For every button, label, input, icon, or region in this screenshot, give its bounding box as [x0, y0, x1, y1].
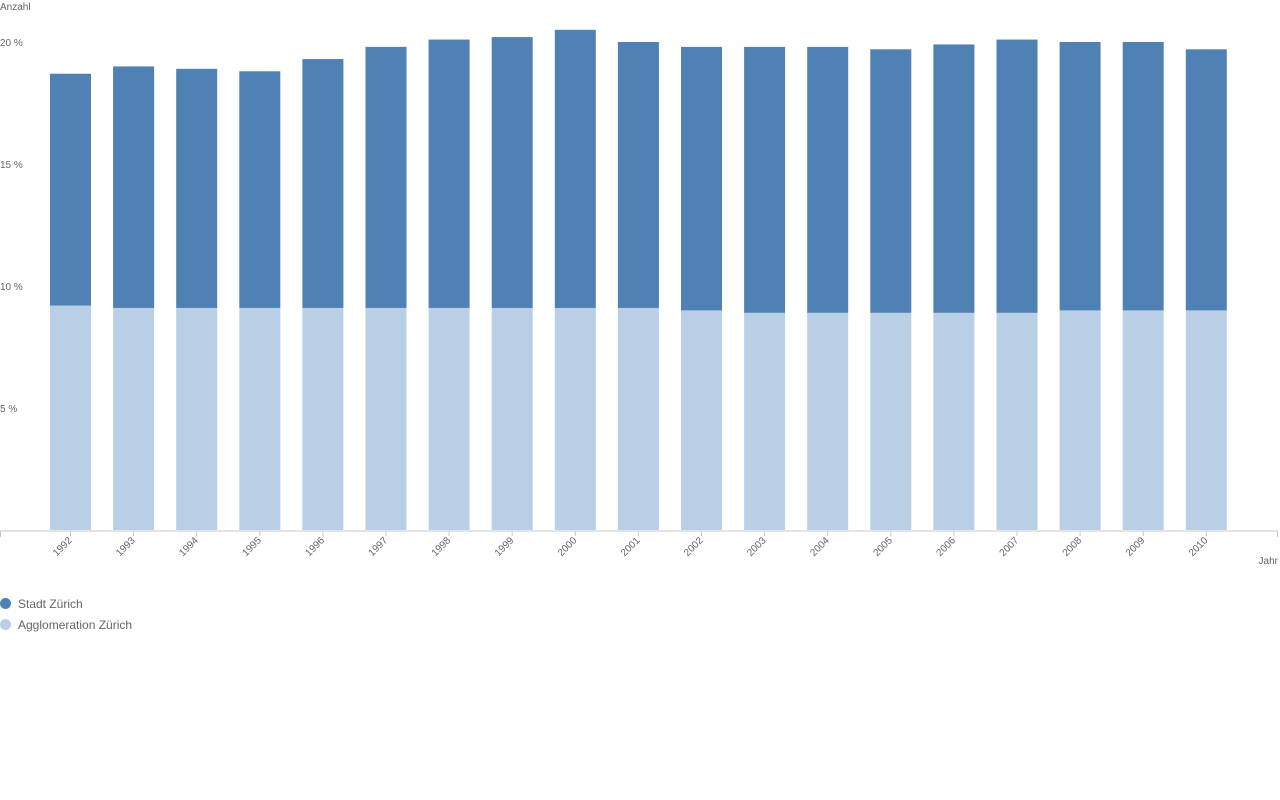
bar-segment-agglomeration[interactable] — [239, 307, 281, 530]
bar-segment-agglomeration[interactable] — [176, 307, 218, 530]
x-tick-label: 2002 — [682, 535, 706, 559]
bar-segment-agglomeration[interactable] — [1059, 310, 1101, 530]
legend: Stadt Zürich Agglomeration Zürich — [0, 593, 132, 635]
x-tick-label: 2006 — [935, 535, 959, 559]
bar-segment-stadt[interactable] — [617, 42, 659, 308]
legend-label-agglomeration: Agglomeration Zürich — [18, 617, 133, 632]
x-tick-label: 2007 — [998, 535, 1022, 559]
x-tick-label: 2001 — [619, 535, 643, 559]
bar-segment-agglomeration[interactable] — [491, 307, 533, 530]
legend-item-stadt[interactable]: Stadt Zürich — [0, 593, 132, 614]
bar-segment-agglomeration[interactable] — [1185, 310, 1227, 530]
y-tick-labels: 5 % 10 % 15 % 20 % — [0, 38, 23, 415]
bar-segment-stadt[interactable] — [176, 68, 218, 308]
bar-segment-stadt[interactable] — [744, 46, 786, 313]
bar-segment-agglomeration[interactable] — [554, 307, 596, 530]
bar-segment-stadt[interactable] — [1059, 42, 1101, 311]
legend-label-stadt: Stadt Zürich — [18, 596, 83, 611]
x-tick-label: 1998 — [430, 535, 454, 559]
bar-segment-agglomeration[interactable] — [302, 307, 344, 530]
stacked-bar-chart: Anzahl 5 %10 %15 %20 % 1992 1993 1994 1995 1… — [0, 2, 1279, 567]
bar-segment-stadt[interactable] — [428, 39, 470, 308]
bar-segment-agglomeration[interactable] — [933, 312, 975, 530]
y-axis-label: Anzahl — [0, 2, 31, 13]
bar-segment-agglomeration[interactable] — [428, 307, 470, 530]
bar-segment-stadt[interactable] — [113, 66, 155, 308]
bar-segment-stadt[interactable] — [681, 46, 722, 311]
x-tick-label: 2004 — [808, 535, 832, 559]
legend-item-agglomeration[interactable]: Agglomeration Zürich — [0, 614, 132, 635]
x-tick-label: 2005 — [871, 535, 895, 559]
bar-segment-stadt[interactable] — [365, 46, 407, 308]
bar-segment-agglomeration[interactable] — [617, 307, 659, 530]
bar-segment-agglomeration[interactable] — [744, 312, 786, 530]
x-tick-label: 2008 — [1061, 535, 1085, 559]
bar-segment-stadt[interactable] — [50, 73, 91, 306]
y-tick-label: 15 % — [0, 160, 23, 171]
bar-segment-stadt[interactable] — [996, 39, 1038, 313]
x-tick-labels: 1992 1993 1994 1995 1996 1997 1998 1999 2000 2001… — [51, 531, 1211, 559]
bar-segment-agglomeration[interactable] — [113, 307, 155, 530]
x-tick-label: 1996 — [304, 535, 328, 559]
x-tick-label: 2010 — [1187, 535, 1211, 559]
bar-segment-stadt[interactable] — [491, 37, 533, 308]
x-tick-label: 1997 — [367, 535, 391, 559]
bar-segment-stadt[interactable] — [239, 71, 281, 308]
bar-segment-stadt[interactable] — [870, 49, 912, 313]
bar-segment-agglomeration[interactable] — [365, 307, 407, 530]
y-tick-label: 20 % — [0, 38, 23, 49]
x-tick-label: 2000 — [556, 535, 580, 559]
bar-segment-agglomeration[interactable] — [1122, 310, 1164, 530]
bar-segment-stadt[interactable] — [302, 59, 344, 308]
bar-segment-agglomeration[interactable] — [807, 312, 849, 530]
bar-segment-agglomeration[interactable] — [681, 310, 722, 530]
x-tick-label: 1995 — [240, 535, 264, 559]
bar-segment-agglomeration[interactable] — [996, 312, 1038, 530]
bars-group — [50, 29, 1227, 530]
bar-segment-stadt[interactable] — [1185, 49, 1227, 311]
x-axis-label: Jahr — [1259, 556, 1279, 567]
bar-segment-agglomeration[interactable] — [870, 312, 912, 530]
bar-segment-stadt[interactable] — [554, 29, 596, 308]
bar-segment-stadt[interactable] — [1122, 42, 1164, 311]
x-tick-label: 2003 — [745, 535, 769, 559]
bar-segment-agglomeration[interactable] — [50, 305, 91, 530]
legend-swatch-agglomeration — [0, 619, 11, 630]
x-tick-label: 2009 — [1124, 535, 1148, 559]
x-tick-label: 1999 — [493, 535, 517, 559]
x-tick-label: 1992 — [51, 535, 75, 559]
y-tick-label: 5 % — [0, 404, 17, 415]
y-tick-label: 10 % — [0, 282, 23, 293]
bar-segment-stadt[interactable] — [807, 46, 849, 313]
bar-segment-stadt[interactable] — [933, 44, 975, 313]
x-tick-label: 1993 — [114, 535, 138, 559]
legend-swatch-stadt — [0, 598, 11, 609]
x-tick-label: 1994 — [177, 535, 201, 559]
